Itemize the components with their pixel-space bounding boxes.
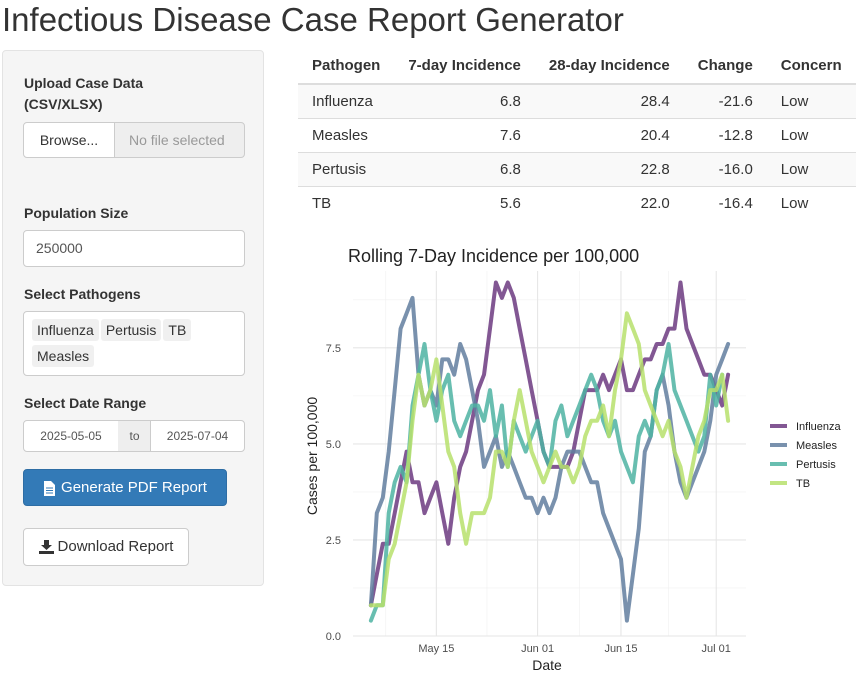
y-axis-title: Cases per 100,000: [304, 397, 320, 516]
start-date-input[interactable]: 2025-05-05: [23, 420, 119, 452]
chart-lines: [368, 280, 731, 623]
end-date-input[interactable]: 2025-07-04: [150, 420, 245, 452]
download-report-button[interactable]: Download Report: [23, 528, 189, 566]
x-tick-label: May 15: [418, 643, 454, 655]
x-tick-label: Jun 15: [604, 643, 637, 655]
cell-concern: Low: [766, 152, 856, 187]
series-line-tb: [368, 311, 731, 608]
col-header: Concern: [766, 48, 856, 85]
upload-label: Upload Case Data (CSV/XLSX): [24, 75, 144, 112]
pathogens-select[interactable]: Influenza Pertusis TB Measles: [23, 311, 245, 376]
cell-7day: 5.6: [394, 186, 535, 220]
cell-concern: Low: [766, 118, 856, 153]
incidence-chart: Rolling 7-Day Incidence per 100,000 0.0 2…: [304, 246, 842, 673]
legend-label-measles: Measles: [796, 440, 837, 452]
date-range-label: Select Date Range: [24, 395, 147, 411]
pathogen-tag-pertusis[interactable]: Pertusis: [100, 319, 162, 341]
population-label: Population Size: [24, 205, 129, 221]
generate-pdf-button[interactable]: Generate PDF Report: [23, 469, 227, 506]
file-pdf-icon: [44, 480, 56, 496]
pathogen-tag-influenza[interactable]: Influenza: [32, 319, 99, 341]
cell-concern: Low: [766, 83, 856, 119]
series-line-pertusis: [368, 342, 725, 623]
y-tick-label: 2.5: [326, 535, 341, 547]
pathogens-label: Select Pathogens: [24, 286, 141, 302]
table-row: Influenza 6.8 28.4 -21.6 Low: [298, 83, 856, 119]
table-row: TB 5.6 22.0 -16.4 Low: [298, 186, 856, 220]
file-name-field[interactable]: No file selected: [114, 122, 245, 158]
sidebar-panel: Upload Case Data (CSV/XLSX) Browse... No…: [2, 50, 264, 586]
page-title: Infectious Disease Case Report Generator: [2, 1, 624, 38]
incidence-table: Pathogen 7-day Incidence 28-day Incidenc…: [298, 48, 856, 220]
legend-label-pertusis: Pertusis: [796, 459, 836, 471]
generate-pdf-label: Generate PDF Report: [61, 479, 207, 496]
pathogen-tag-tb[interactable]: TB: [163, 319, 192, 341]
browse-button[interactable]: Browse...: [23, 122, 115, 158]
date-range: 2025-05-05 to 2025-07-04: [23, 420, 245, 452]
pathogen-tag-measles[interactable]: Measles: [32, 345, 95, 367]
cell-change: -16.0: [683, 152, 767, 187]
table-row: Measles 7.6 20.4 -12.8 Low: [298, 118, 856, 153]
cell-28day: 22.8: [534, 152, 684, 187]
cell-pathogen: Measles: [298, 118, 395, 153]
cell-7day: 7.6: [394, 118, 535, 153]
cell-pathogen: Influenza: [298, 83, 395, 119]
file-upload: Browse... No file selected: [23, 122, 245, 158]
x-tick-label: Jul 01: [702, 643, 731, 655]
cell-change: -16.4: [683, 186, 767, 220]
y-tick-label: 7.5: [326, 343, 341, 355]
chart-legend: Influenza Measles Pertusis TB: [770, 421, 842, 490]
col-header: Pathogen: [298, 48, 395, 85]
cell-pathogen: Pertusis: [298, 152, 395, 187]
download-report-label: Download Report: [57, 538, 174, 555]
cell-28day: 28.4: [534, 83, 684, 119]
chart-axes: 0.0 2.5 5.0 7.5 May 15 Jun 01 Jun 15 Jul 01: [326, 343, 731, 655]
col-header: 28-day Incidence: [534, 48, 684, 85]
cell-concern: Low: [766, 186, 856, 220]
cell-7day: 6.8: [394, 152, 535, 187]
population-input[interactable]: 250000: [23, 230, 245, 267]
legend-label-influenza: Influenza: [796, 421, 842, 433]
col-header: Change: [683, 48, 767, 85]
chart-title: Rolling 7-Day Incidence per 100,000: [348, 246, 639, 266]
table-row: Pertusis 6.8 22.8 -16.0 Low: [298, 152, 856, 187]
cell-pathogen: TB: [298, 186, 395, 220]
cell-28day: 20.4: [534, 118, 684, 153]
y-tick-label: 5.0: [326, 439, 341, 451]
col-header: 7-day Incidence: [394, 48, 535, 85]
x-axis-title: Date: [532, 657, 562, 673]
download-icon: [38, 540, 54, 555]
x-tick-label: Jun 01: [521, 643, 554, 655]
cell-change: -12.8: [683, 118, 767, 153]
date-separator: to: [118, 420, 151, 452]
table-header-row: Pathogen 7-day Incidence 28-day Incidenc…: [298, 48, 856, 85]
cell-7day: 6.8: [394, 83, 535, 119]
cell-28day: 22.0: [534, 186, 684, 220]
legend-label-tb: TB: [796, 478, 810, 490]
cell-change: -21.6: [683, 83, 767, 119]
y-tick-label: 0.0: [326, 631, 341, 643]
